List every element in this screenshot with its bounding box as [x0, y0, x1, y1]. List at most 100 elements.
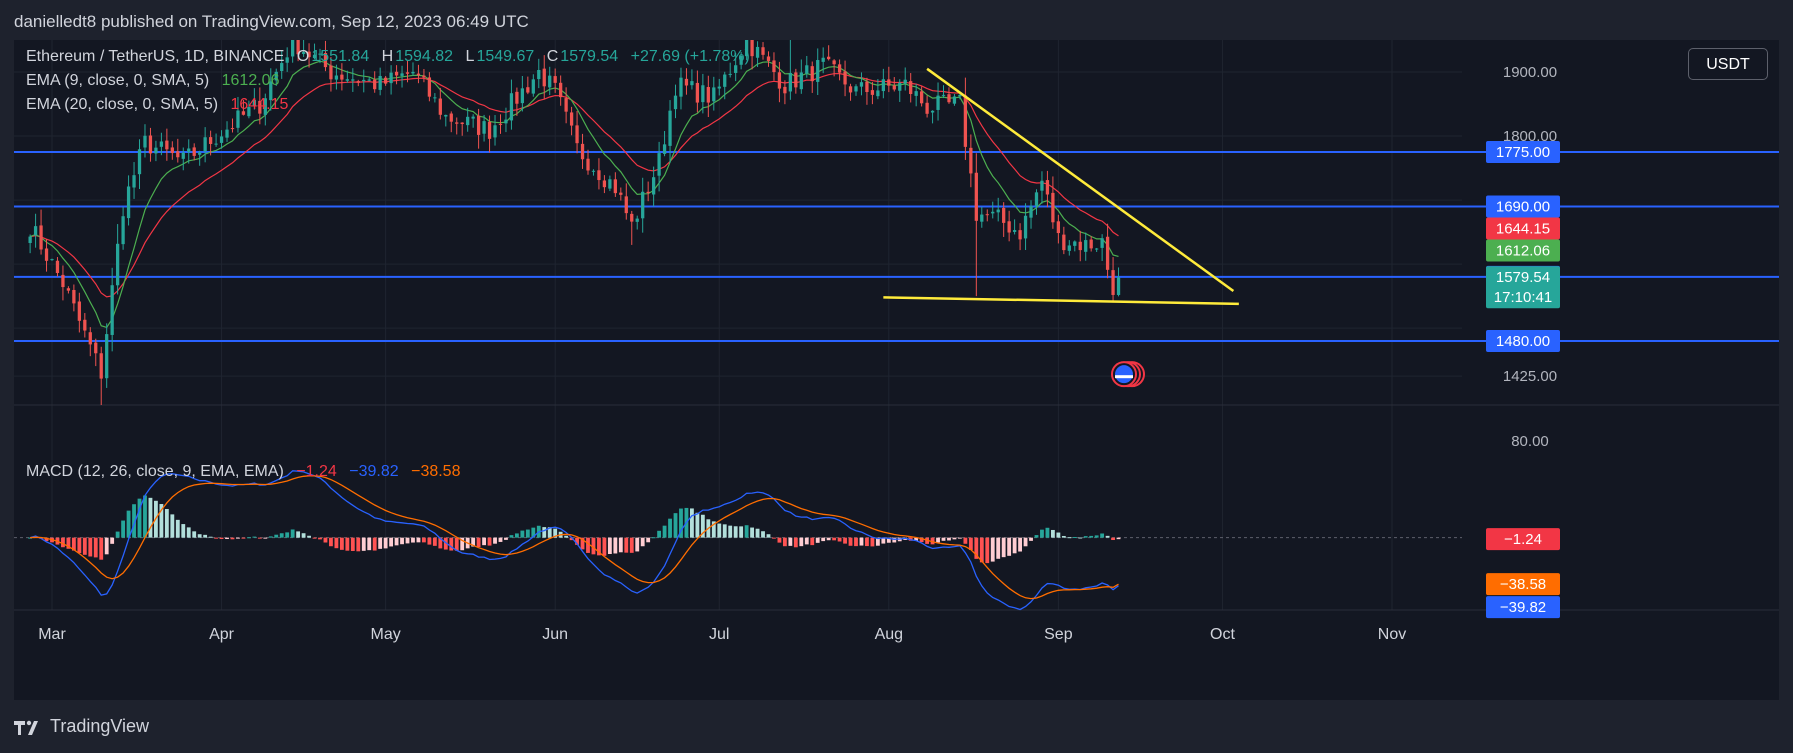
- macd-histogram-bar: [208, 536, 213, 538]
- candle: [783, 80, 787, 105]
- candle: [755, 41, 760, 67]
- level-tag-1690.00-box: [1486, 195, 1560, 218]
- candle-body: [498, 123, 503, 125]
- candle: [55, 257, 60, 277]
- candle: [930, 110, 935, 124]
- candle: [805, 55, 809, 78]
- candle: [307, 43, 311, 68]
- macd-histogram-bar: [750, 527, 754, 538]
- candle: [296, 40, 300, 62]
- candle: [723, 71, 727, 100]
- macd-histogram-bar: [722, 524, 727, 538]
- candle: [542, 55, 546, 100]
- candle-body: [848, 86, 853, 93]
- candle: [712, 76, 716, 111]
- candle: [630, 210, 634, 245]
- candle-body: [925, 102, 929, 114]
- candle-body: [258, 100, 262, 114]
- candle: [1018, 223, 1022, 251]
- macd-histogram-bar: [1012, 537, 1017, 554]
- chart-panel[interactable]: 1900.00 1800.00 1425.00 80.00 1775.00 1690.00…: [14, 40, 1779, 700]
- candle-body: [515, 91, 519, 104]
- macd-label: MACD (12, 26, close, 9, EMA, EMA): [26, 463, 284, 480]
- candle: [580, 133, 585, 169]
- candle-body: [750, 40, 754, 57]
- publisher-line: danielledt8 published on TradingView.com…: [14, 12, 529, 31]
- candle-body: [876, 90, 880, 97]
- candle-body: [794, 72, 798, 88]
- candle-body: [1040, 180, 1044, 191]
- candle-body: [274, 71, 278, 81]
- candle: [105, 323, 109, 388]
- candle-body: [466, 116, 470, 126]
- candle: [247, 100, 251, 119]
- candle: [690, 69, 694, 90]
- time-tick-label: Jun: [542, 626, 568, 643]
- candle-body: [952, 96, 957, 104]
- candle-body: [591, 170, 596, 172]
- candle-body: [394, 71, 399, 76]
- change-value: +27.69 (+1.78%): [630, 48, 750, 65]
- macd-histogram-bar: [225, 537, 229, 540]
- macd-histogram-bar: [405, 537, 410, 544]
- candle-body: [1018, 230, 1022, 240]
- us-flag-icon: [1115, 365, 1133, 384]
- candle-body: [799, 72, 803, 90]
- candle: [947, 87, 951, 104]
- ema20-legend: EMA (20, close, 0, SMA, 5) 1644.15: [26, 96, 290, 114]
- chart-canvas[interactable]: 1900.00 1800.00 1425.00 80.00 1775.00 1690.00…: [14, 40, 1779, 700]
- candle-body: [553, 76, 557, 83]
- candle: [591, 169, 596, 176]
- macd-histogram-bar: [44, 537, 49, 542]
- candle: [1040, 171, 1044, 204]
- candle-body: [269, 81, 273, 101]
- candle-body: [575, 125, 579, 144]
- macd-histogram-bar: [1105, 535, 1110, 538]
- macd-histogram-bar: [1089, 535, 1094, 538]
- candle-body: [1029, 206, 1033, 218]
- candle-body: [252, 99, 257, 107]
- candle-body: [788, 72, 793, 92]
- level-tag-1690.00: 1690.00: [1486, 195, 1560, 218]
- candle: [83, 313, 87, 338]
- macd-histogram-bar: [443, 537, 448, 550]
- macd-histogram-bar: [372, 537, 377, 551]
- candle: [433, 93, 437, 103]
- footer-brand[interactable]: TradingView: [14, 716, 149, 737]
- candle-body: [66, 288, 71, 291]
- macd-signal-value: −38.58: [411, 463, 461, 480]
- time-tick-label: Aug: [875, 626, 903, 643]
- macd-histogram-bar: [66, 537, 71, 549]
- candle-body: [608, 179, 612, 189]
- candle-body: [509, 93, 514, 121]
- candle-body: [542, 68, 546, 87]
- candle: [509, 79, 514, 130]
- candle-body: [482, 121, 486, 134]
- candle: [919, 86, 924, 107]
- candle: [258, 87, 262, 125]
- candle-body: [1116, 277, 1121, 295]
- candle-body: [44, 248, 49, 261]
- currency-button[interactable]: USDT: [1688, 48, 1768, 80]
- open-value: 1551.84: [311, 48, 370, 65]
- candle: [662, 130, 667, 157]
- macd-tag-−38.58: −38.58: [1486, 573, 1560, 596]
- candle-body: [723, 74, 727, 87]
- candle: [827, 45, 831, 61]
- candle-body: [624, 196, 628, 214]
- candle-body: [263, 98, 267, 115]
- candle: [334, 64, 339, 90]
- horizontal-levels: [14, 151, 1779, 342]
- macd-histogram-bar: [104, 537, 109, 555]
- candle: [301, 40, 306, 57]
- candle-body: [991, 211, 995, 214]
- macd-histogram-bar: [640, 537, 645, 547]
- signal-line: [30, 475, 1119, 600]
- candle-body: [854, 86, 858, 92]
- candle: [126, 175, 131, 226]
- candle-body: [772, 60, 776, 73]
- candle-body: [416, 73, 421, 76]
- candle: [362, 69, 366, 93]
- macd-histogram-bar: [498, 537, 503, 542]
- candle-body: [870, 90, 875, 95]
